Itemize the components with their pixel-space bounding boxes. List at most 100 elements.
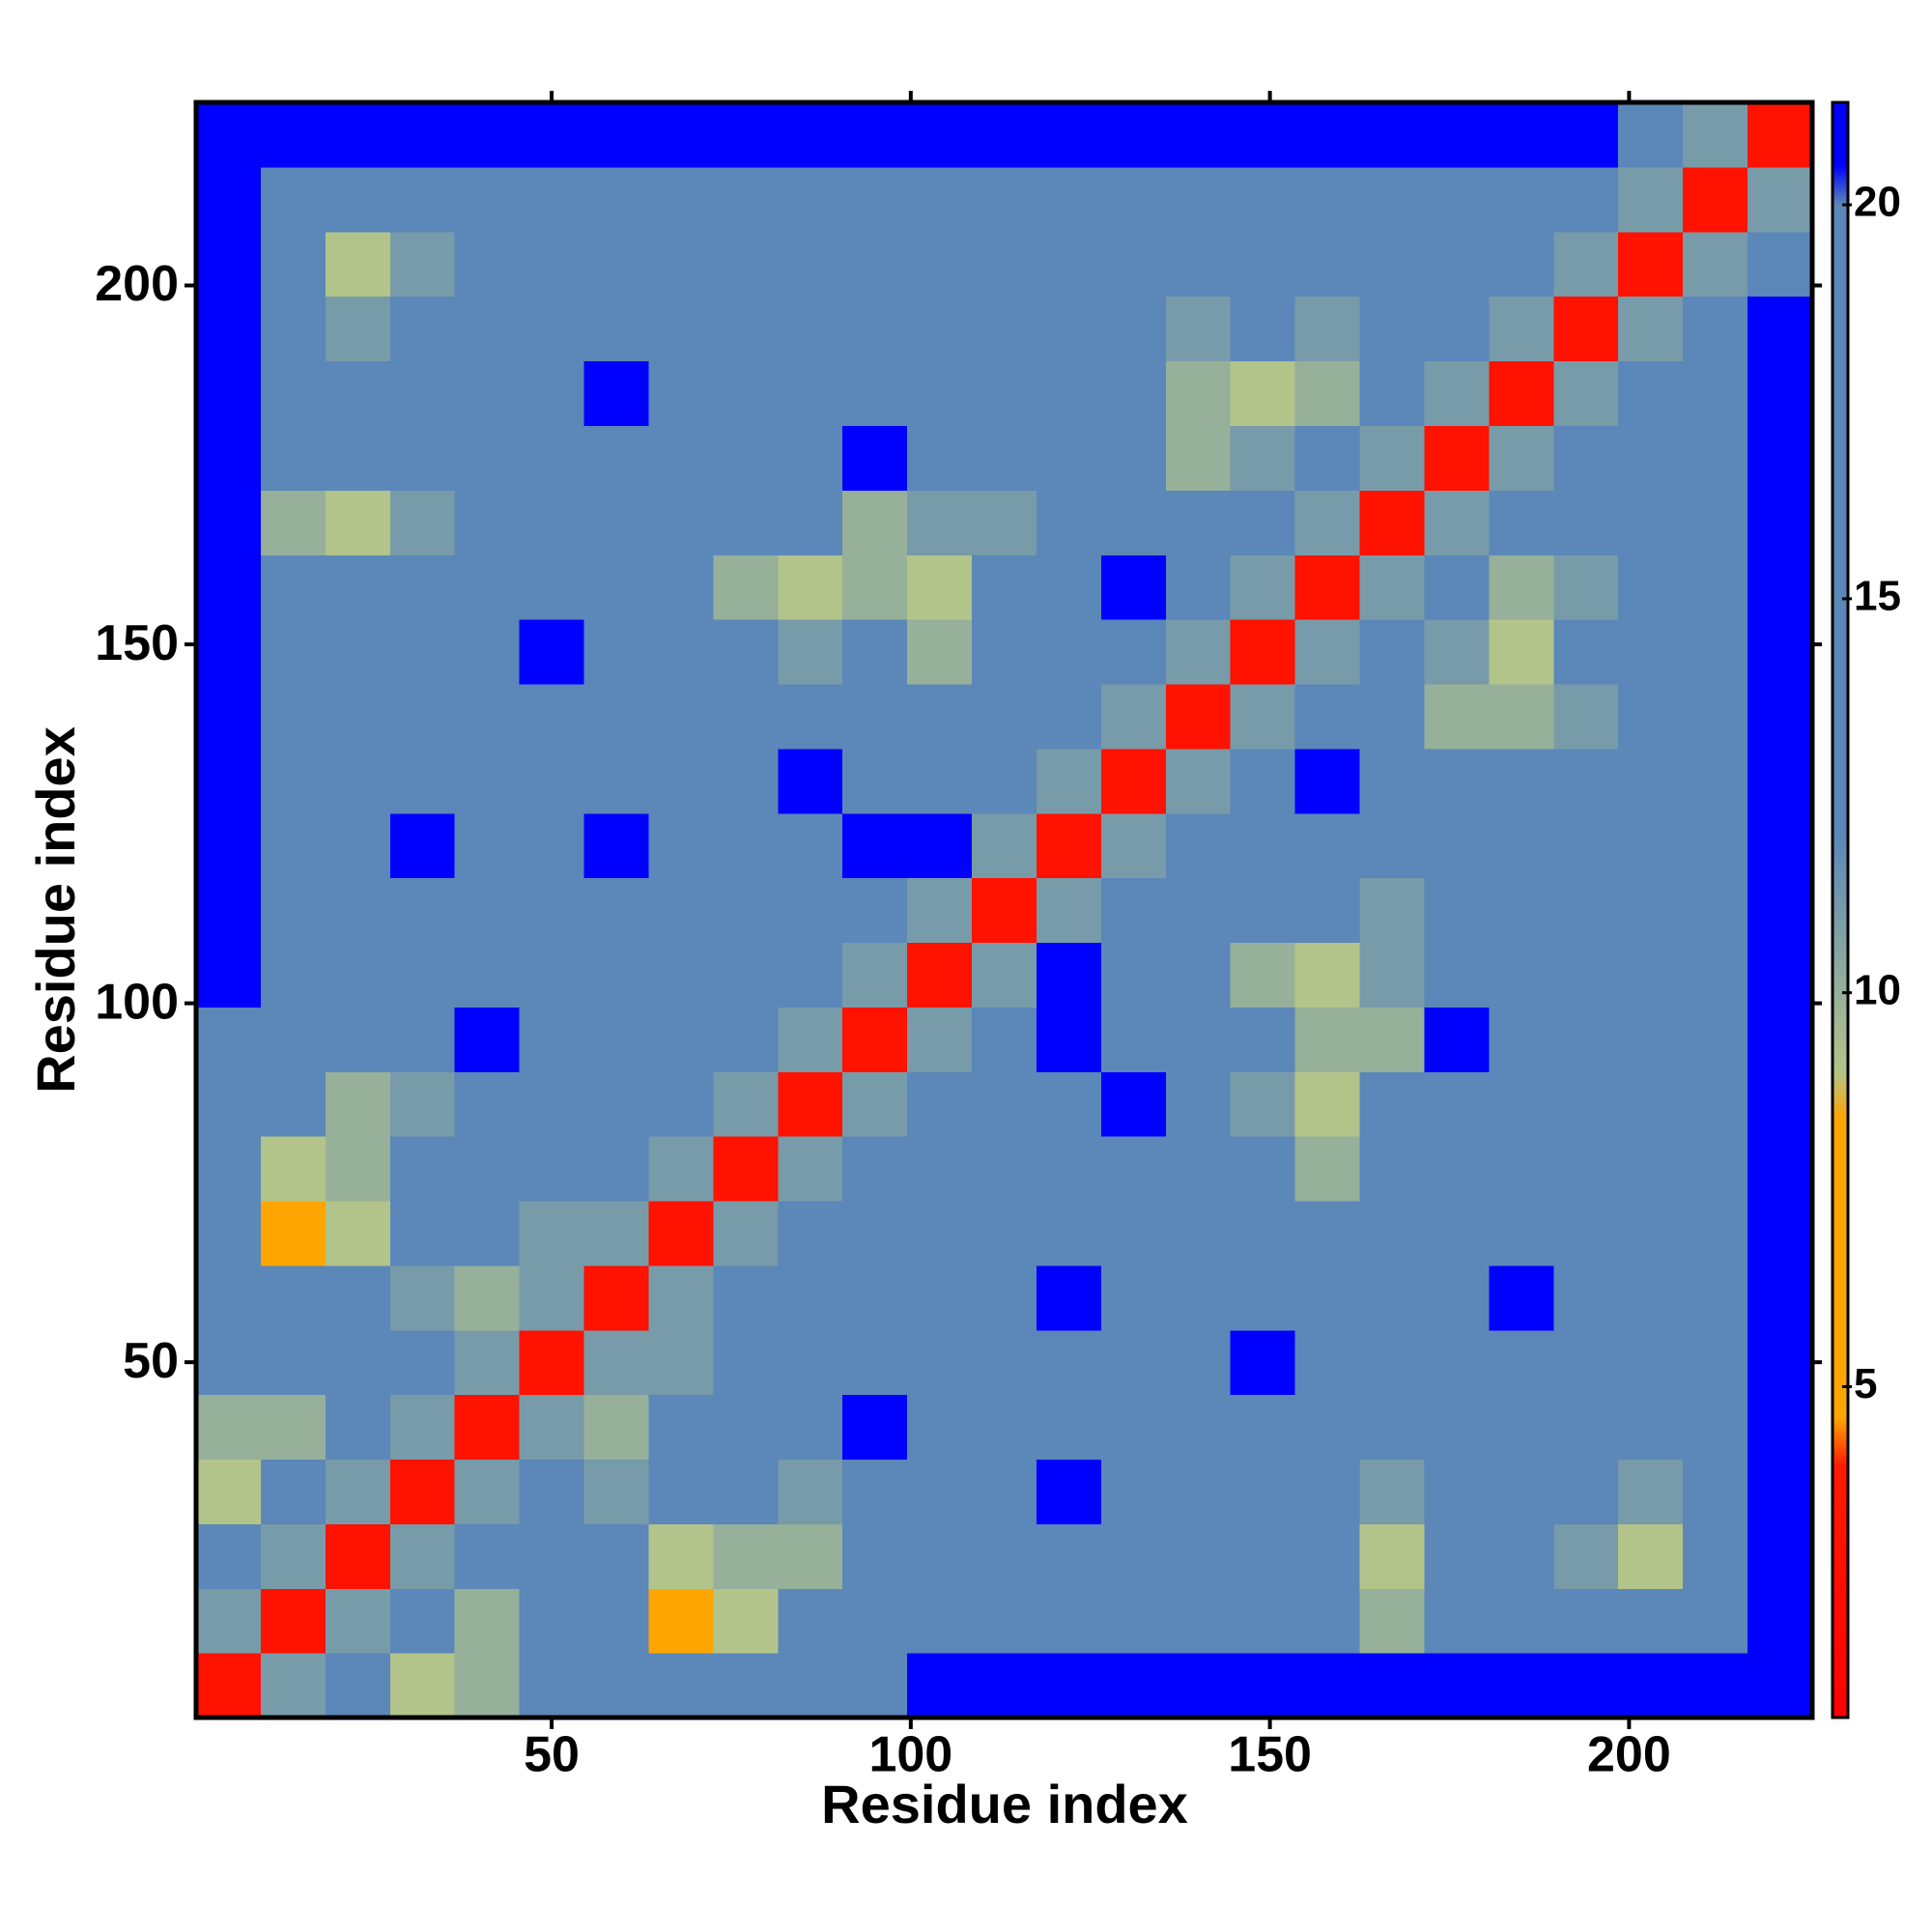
heatmap-cell — [196, 1588, 262, 1654]
heatmap-cell — [1230, 1264, 1296, 1331]
heatmap-cell — [648, 425, 714, 491]
heatmap-cell — [1747, 1588, 1813, 1654]
heatmap-cell — [389, 231, 456, 298]
heatmap-cell — [907, 425, 973, 491]
heatmap-cell — [1683, 619, 1748, 685]
heatmap-cell — [260, 1394, 327, 1461]
heatmap-cell — [778, 1200, 843, 1266]
heatmap-cell — [972, 1329, 1037, 1396]
heatmap-cell — [842, 296, 908, 362]
heatmap-cell — [519, 1588, 585, 1654]
heatmap-cell — [1036, 231, 1102, 298]
heatmap-cell — [583, 1007, 650, 1072]
heatmap-cell — [1489, 1523, 1554, 1589]
heatmap-cell — [713, 1394, 779, 1461]
heatmap-cell — [778, 1007, 843, 1072]
heatmap-cell — [1165, 490, 1232, 555]
heatmap-cell — [1553, 1136, 1619, 1202]
heatmap-cell — [972, 1459, 1037, 1524]
heatmap-cell — [713, 1136, 779, 1202]
heatmap-cell — [713, 166, 779, 233]
heatmap-cell — [648, 231, 714, 298]
heatmap-cell — [325, 425, 391, 491]
heatmap-cell — [648, 1394, 714, 1461]
heatmap-cell — [648, 1071, 714, 1137]
heatmap-cell — [778, 1588, 843, 1654]
heatmap-cell — [389, 425, 456, 491]
heatmap-cell — [1618, 166, 1684, 233]
heatmap-cell — [1747, 1394, 1813, 1461]
heatmap-cell — [713, 748, 779, 814]
heatmap-cell — [648, 1653, 714, 1719]
heatmap-cell — [1553, 812, 1619, 879]
heatmap-cell — [1036, 748, 1102, 814]
heatmap-cell — [1294, 1007, 1361, 1072]
heatmap-cell — [1747, 425, 1813, 491]
heatmap-cell — [778, 1653, 843, 1719]
heatmap-cell — [1230, 490, 1296, 555]
heatmap-cell — [1683, 1007, 1748, 1072]
heatmap-cell — [583, 231, 650, 298]
heatmap-cell — [1747, 619, 1813, 685]
heatmap-cell — [1489, 1588, 1554, 1654]
heatmap-cell — [1618, 490, 1684, 555]
heatmap-cell — [325, 1264, 391, 1331]
colorbar-tick-label: 20 — [1854, 179, 1901, 226]
heatmap-cell — [325, 748, 391, 814]
heatmap-cell — [907, 360, 973, 426]
heatmap-cell — [1683, 1264, 1748, 1331]
heatmap-cell — [325, 942, 391, 1008]
heatmap-cell — [648, 877, 714, 944]
heatmap-cell — [1553, 1007, 1619, 1072]
heatmap-cell — [454, 748, 521, 814]
heatmap-cell — [648, 1459, 714, 1524]
heatmap-cell — [454, 360, 521, 426]
heatmap-cell — [907, 812, 973, 879]
heatmap-cell — [1683, 102, 1748, 168]
heatmap-cell — [778, 748, 843, 814]
heatmap-cell — [196, 812, 262, 879]
colorbar-tick-label: 15 — [1854, 572, 1901, 619]
heatmap-cell — [1230, 1007, 1296, 1072]
heatmap-cell — [1618, 1007, 1684, 1072]
heatmap-cell — [1489, 877, 1554, 944]
heatmap-cell — [1489, 619, 1554, 685]
heatmap-cell — [972, 877, 1037, 944]
heatmap-cell — [1424, 1071, 1490, 1137]
heatmap-cell — [325, 1588, 391, 1654]
heatmap-cell — [648, 296, 714, 362]
heatmap-cell — [972, 683, 1037, 750]
heatmap-cell — [454, 296, 521, 362]
y-tick-label: 150 — [95, 615, 179, 671]
heatmap-cell — [1359, 812, 1426, 879]
heatmap-cell — [1489, 102, 1554, 168]
heatmap-cell — [648, 1007, 714, 1072]
heatmap-cell — [389, 102, 456, 168]
heatmap-cell — [778, 942, 843, 1008]
heatmap-cell — [1359, 1523, 1426, 1589]
heatmap-cell — [1294, 619, 1361, 685]
heatmap-cell — [1683, 942, 1748, 1008]
heatmap-cell — [454, 1264, 521, 1331]
heatmap-cell — [1424, 1523, 1490, 1589]
heatmap-cell — [842, 1523, 908, 1589]
heatmap-cell — [842, 554, 908, 620]
heatmap-cell — [907, 166, 973, 233]
heatmap-cell — [907, 490, 973, 555]
heatmap-cell — [389, 1136, 456, 1202]
heatmap-cell — [842, 1136, 908, 1202]
heatmap-cell — [1294, 1588, 1361, 1654]
heatmap-cell — [713, 1007, 779, 1072]
heatmap-cell — [325, 1200, 391, 1266]
heatmap-cell — [1100, 1523, 1167, 1589]
heatmap-cell — [1036, 166, 1102, 233]
heatmap-cell — [1165, 619, 1232, 685]
heatmap-cell — [907, 1329, 973, 1396]
heatmap-cell — [1294, 812, 1361, 879]
heatmap-cell — [1165, 360, 1232, 426]
heatmap-cell — [196, 231, 262, 298]
heatmap-cell — [972, 748, 1037, 814]
heatmap-cell — [842, 490, 908, 555]
heatmap-cell — [648, 942, 714, 1008]
heatmap-cell — [389, 1200, 456, 1266]
